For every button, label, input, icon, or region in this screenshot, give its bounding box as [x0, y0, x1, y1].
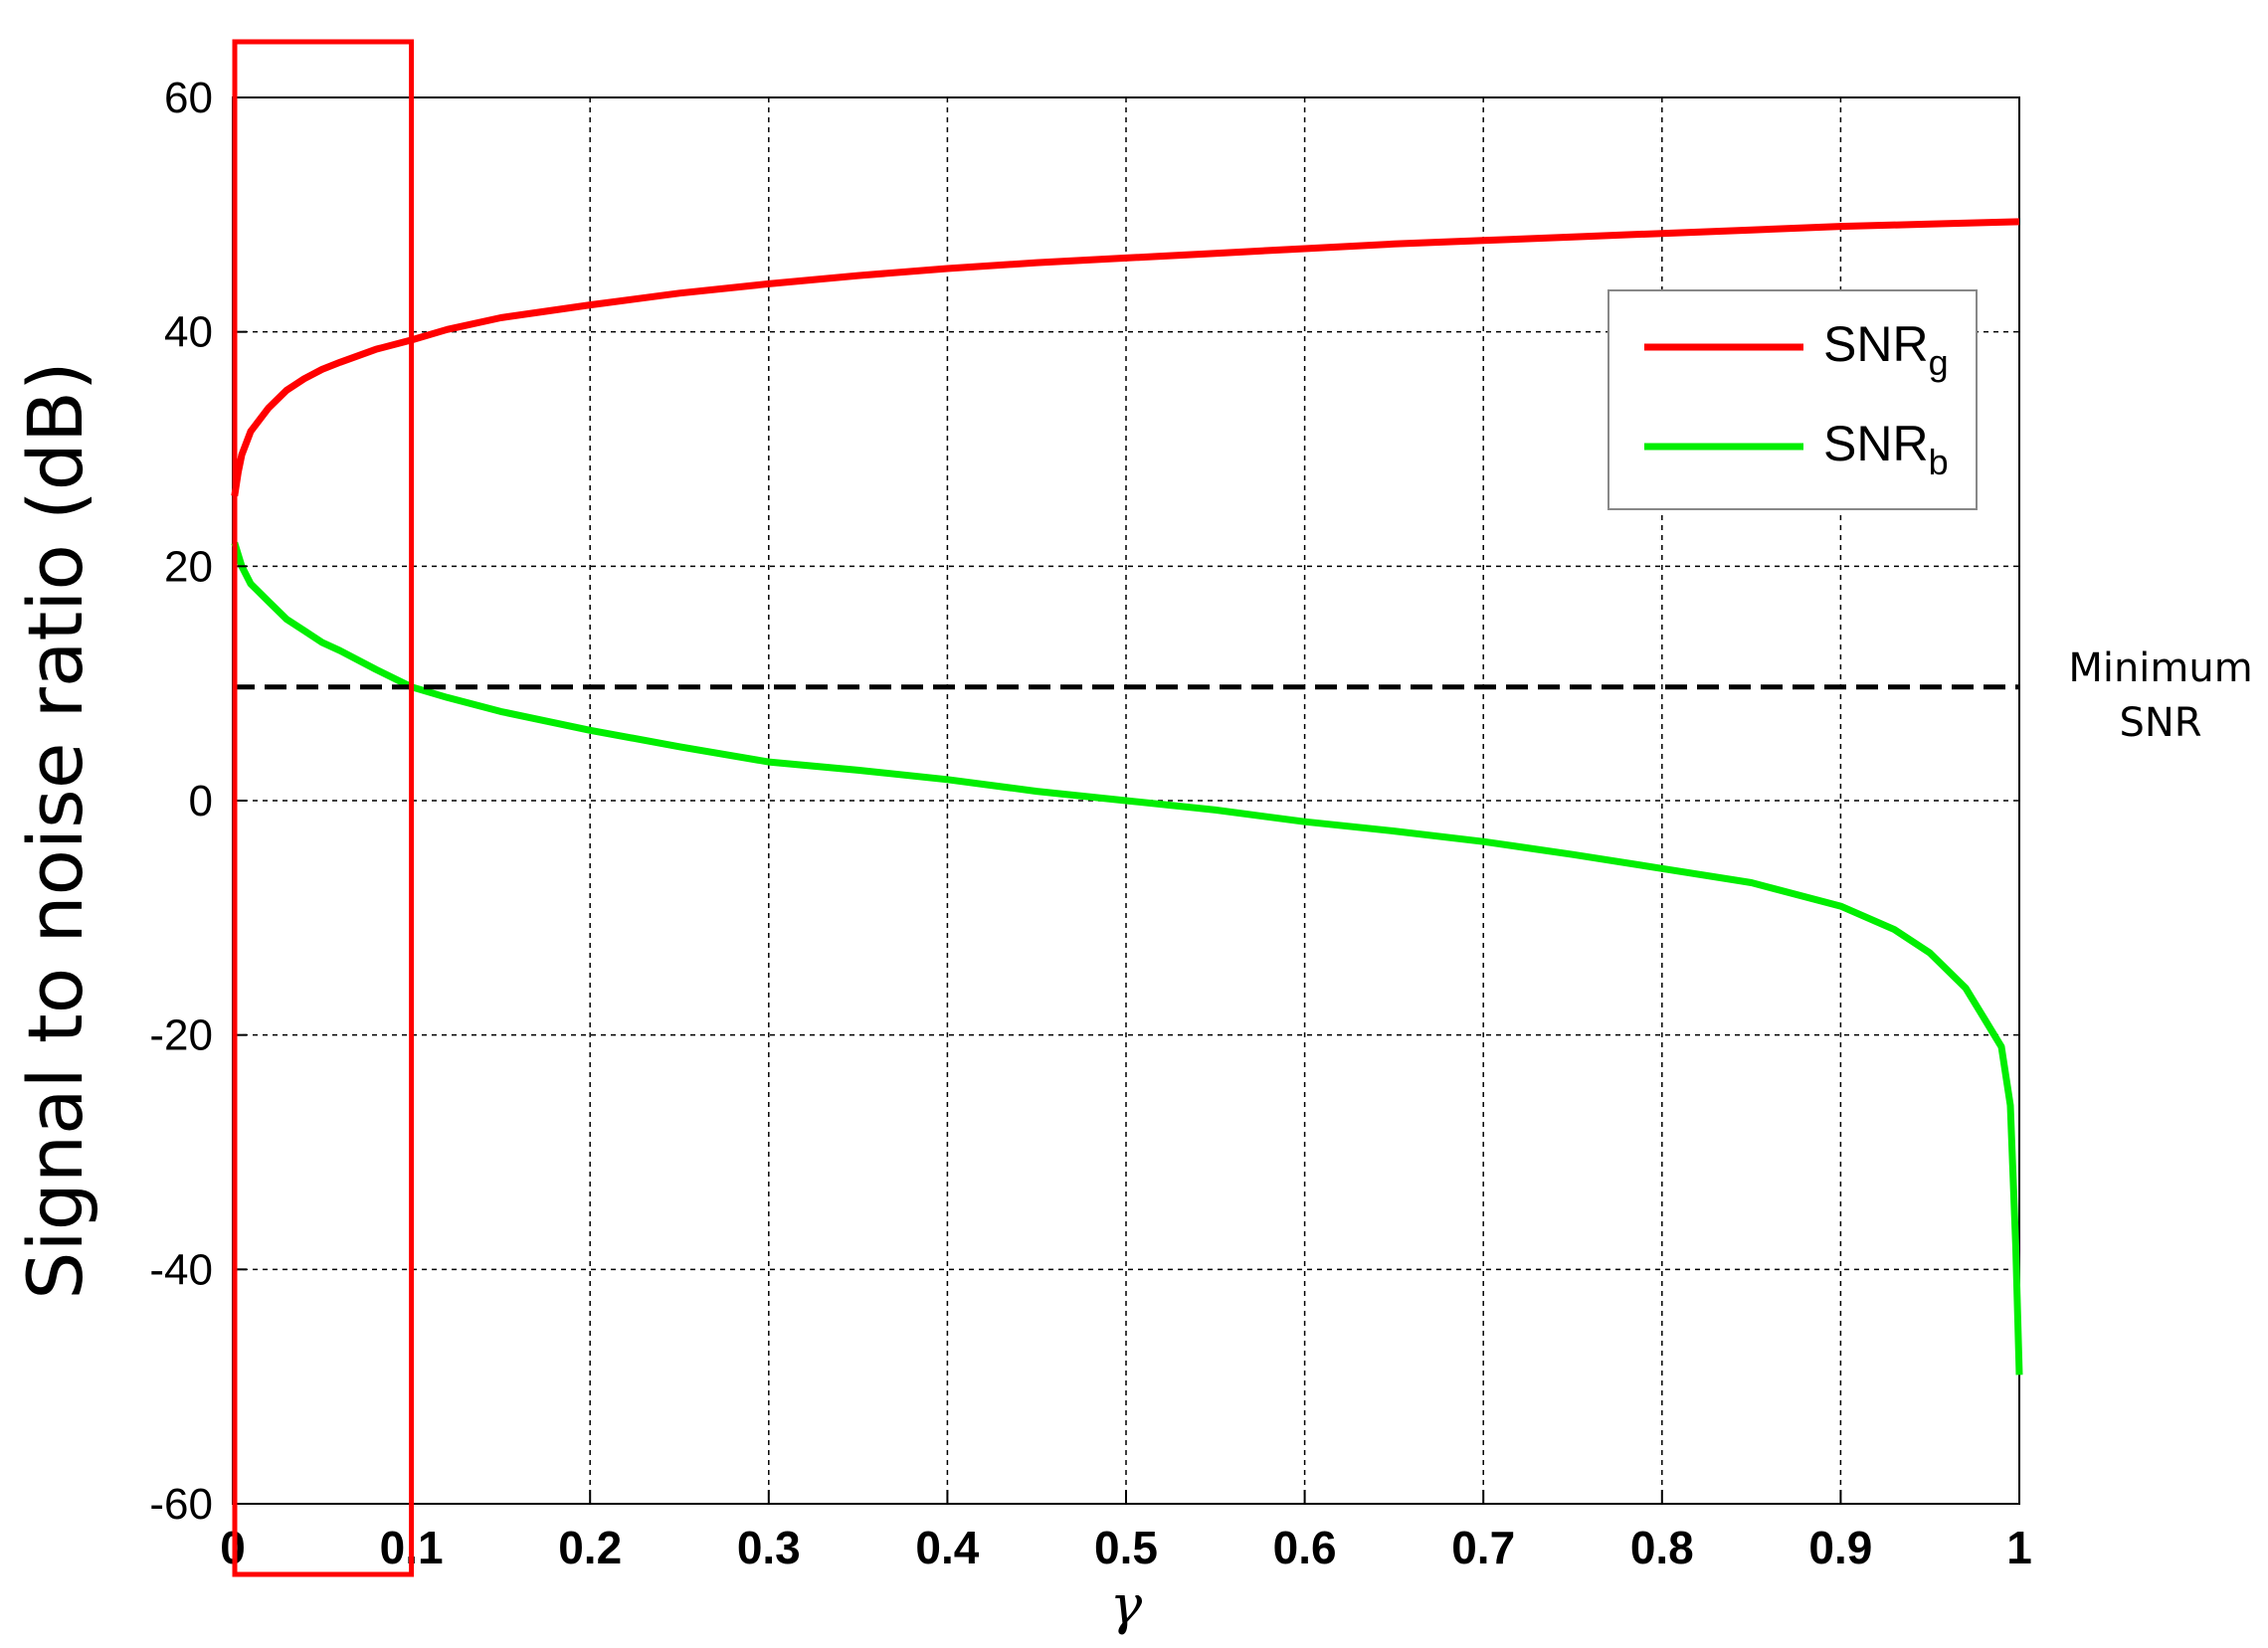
x-tick-label: 0.6	[1273, 1522, 1337, 1573]
legend-label-snr-g-subscript: g	[1929, 342, 1949, 383]
legend-label-snr-b-subscript: b	[1929, 442, 1949, 482]
highlight-box	[232, 39, 415, 1577]
legend-label-snr-b: SNRb	[1823, 416, 1949, 482]
legend: SNRg SNRb	[1607, 289, 1978, 510]
x-tick-label: 0.5	[1094, 1522, 1158, 1573]
legend-label-snr-g: SNRg	[1823, 316, 1949, 383]
minimum-snr-annotation-line1: Minimum	[2068, 645, 2252, 691]
x-axis-label: γ	[1110, 1573, 1143, 1636]
legend-label-snr-b-main: SNR	[1823, 416, 1929, 471]
x-tick-label: 0.2	[558, 1522, 622, 1573]
legend-box	[1607, 289, 1978, 510]
y-tick-label: 0	[189, 777, 213, 825]
x-tick-label: 0.8	[1630, 1522, 1694, 1573]
y-tick-label: 60	[164, 74, 213, 122]
x-tick-label: 0.4	[915, 1522, 979, 1573]
x-tick-label: 0.9	[1808, 1522, 1872, 1573]
x-tick-label: 0.7	[1451, 1522, 1515, 1573]
y-tick-label: 20	[164, 542, 213, 591]
snr-b-line	[231, 541, 2023, 1375]
y-axis-label: Signal to noise ratio (dB)	[11, 361, 99, 1299]
snr-g-line	[231, 218, 2020, 497]
minimum-snr-annotation-line2: SNR	[2119, 700, 2201, 746]
legend-label-snr-g-main: SNR	[1823, 316, 1929, 372]
y-tick-label: -20	[149, 1011, 213, 1060]
y-tick-label: -40	[149, 1245, 213, 1294]
x-tick-label: 0.3	[737, 1522, 801, 1573]
y-tick-label: -60	[149, 1480, 213, 1529]
y-tick-label: 40	[164, 308, 213, 357]
x-tick-label: 1	[2006, 1522, 2032, 1573]
